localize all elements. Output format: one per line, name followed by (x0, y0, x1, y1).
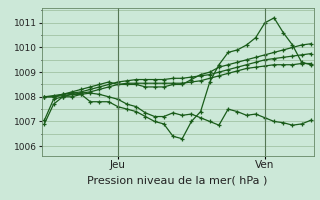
X-axis label: Pression niveau de la mer( hPa ): Pression niveau de la mer( hPa ) (87, 176, 268, 186)
